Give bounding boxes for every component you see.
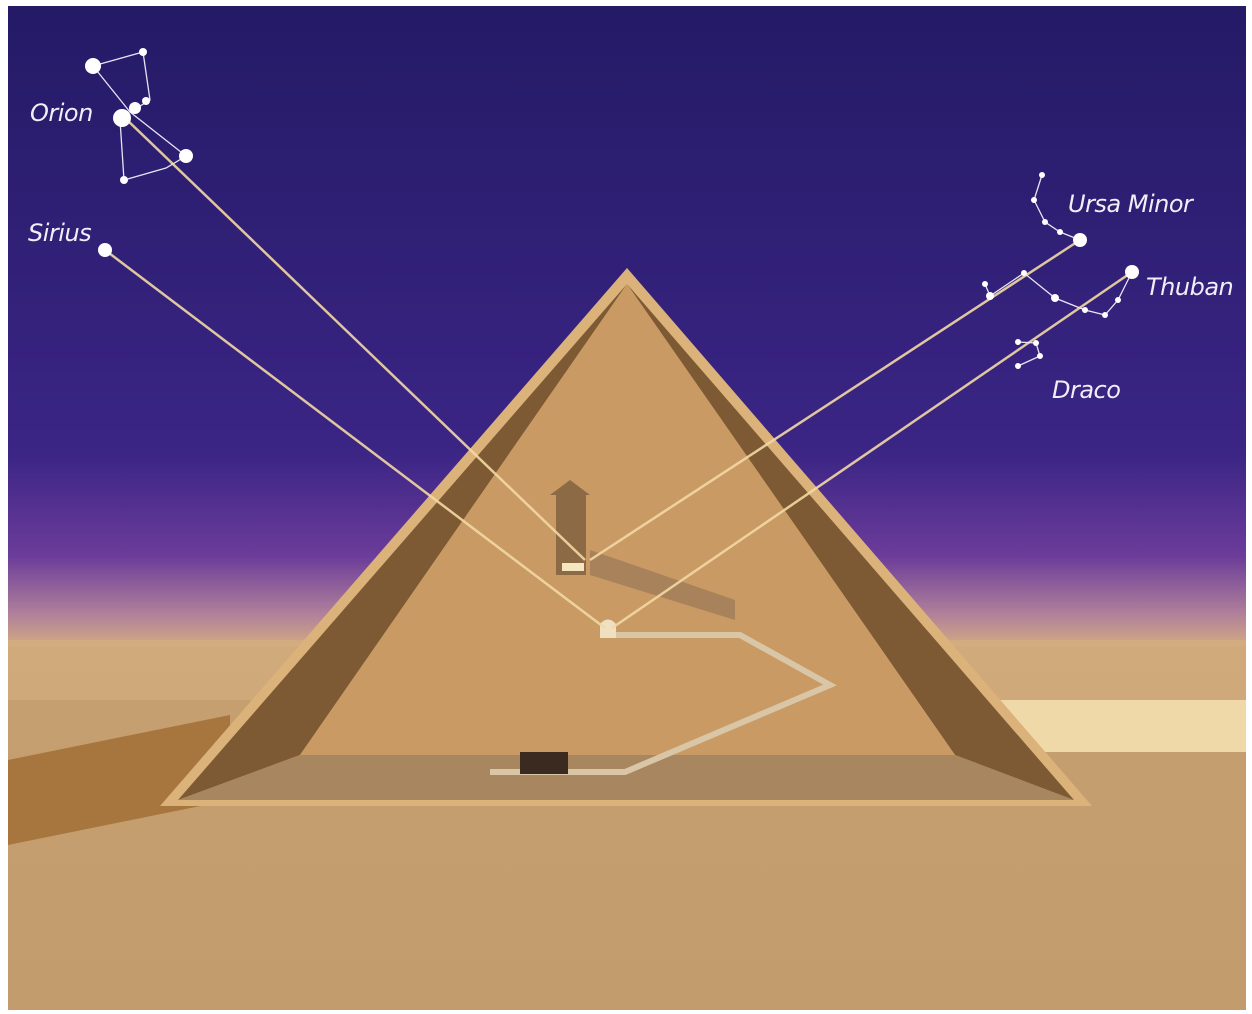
queens-chamber bbox=[600, 620, 616, 639]
label-orion: Orion bbox=[30, 99, 93, 127]
subterranean-chamber bbox=[520, 752, 568, 774]
pyramid-illustration: Orion Sirius Ursa Minor Thuban Draco bbox=[0, 0, 1252, 1014]
pyramid-floor bbox=[178, 755, 1074, 800]
kings-chamber bbox=[562, 563, 584, 571]
scene: Orion Sirius Ursa Minor Thuban Draco bbox=[8, 6, 1246, 1010]
label-thuban: Thuban bbox=[1146, 273, 1233, 301]
label-draco: Draco bbox=[1052, 376, 1120, 404]
label-sirius: Sirius bbox=[28, 219, 91, 247]
label-ursa-minor: Ursa Minor bbox=[1068, 190, 1195, 218]
